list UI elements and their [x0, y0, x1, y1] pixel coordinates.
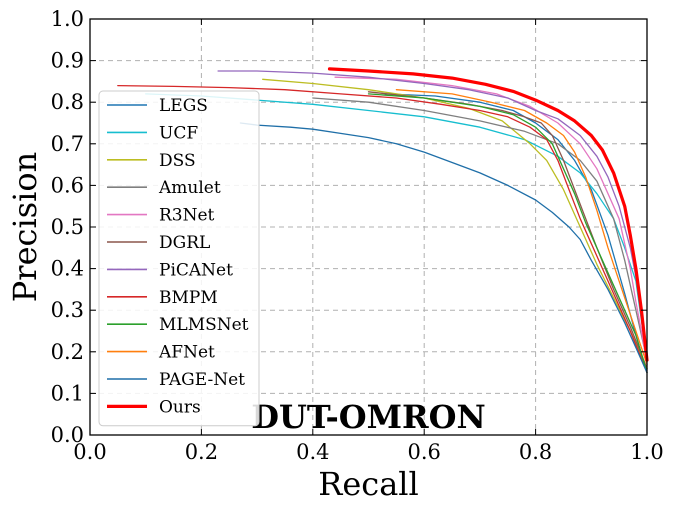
legend-label: Amulet: [158, 178, 221, 198]
x-tick-label: 1.0: [630, 440, 663, 464]
legend-label: PAGE-Net: [159, 370, 245, 390]
y-tick-label: 0.6: [51, 173, 84, 197]
y-tick-label: 0.0: [51, 423, 84, 447]
series-line-mlmsnet: [367, 93, 648, 374]
legend-label: Ours: [159, 397, 201, 417]
x-tick-label: 0.6: [407, 440, 440, 464]
series-line-picanet: [217, 70, 648, 353]
series-line-dss: [262, 78, 648, 370]
y-tick-label: 0.3: [51, 298, 84, 322]
x-tick-label: 0.0: [73, 440, 106, 464]
series-layer: [117, 67, 649, 374]
series-line-page-net: [239, 122, 648, 374]
legend-label: DGRL: [159, 233, 210, 253]
x-axis-label: Recall: [318, 465, 419, 503]
series-line-dgrl: [367, 91, 648, 370]
legend-label: DSS: [159, 151, 196, 171]
y-tick-label: 0.7: [51, 132, 84, 156]
x-tick-label: 0.8: [519, 440, 552, 464]
y-tick-label: 1.0: [51, 7, 84, 31]
y-tick-label: 0.4: [51, 257, 84, 281]
y-tick-label: 0.8: [51, 90, 84, 114]
legend: LEGS UCF DSS Amulet R3Net DGRL PiCANet BMPM MLMS…: [98, 90, 260, 427]
legend-label: UCF: [159, 123, 198, 143]
x-tick-label: 0.2: [185, 440, 218, 464]
legend-label: BMPM: [159, 288, 218, 308]
y-tick-label: 0.9: [51, 49, 84, 73]
legend-label: LEGS: [159, 96, 208, 116]
y-axis-label: Precision: [6, 152, 44, 302]
series-line-ours: [327, 67, 649, 362]
dataset-annotation: DUT-OMRON: [251, 398, 485, 436]
y-tick-label: 0.1: [51, 381, 84, 405]
y-tick-label: 0.2: [51, 340, 84, 364]
series-line-afnet: [395, 89, 648, 365]
tick-layer: 0.0 0.2 0.4 0.6 0.8 1.0 0.0 0.1 0.2 0.3 0.4 0.5 0.6 0…: [51, 7, 664, 464]
x-tick-label: 0.4: [296, 440, 329, 464]
legend-label: PiCANet: [159, 260, 233, 280]
legend-box: [98, 90, 260, 427]
legend-label: MLMSNet: [159, 315, 249, 335]
legend-label: R3Net: [159, 206, 215, 226]
series-line-bmpm: [117, 84, 648, 374]
series-line-r3net: [334, 76, 648, 365]
series-line-legs: [384, 93, 648, 374]
y-tick-label: 0.5: [51, 215, 84, 239]
series-line-amulet: [312, 97, 648, 361]
legend-label: AFNet: [158, 343, 215, 363]
